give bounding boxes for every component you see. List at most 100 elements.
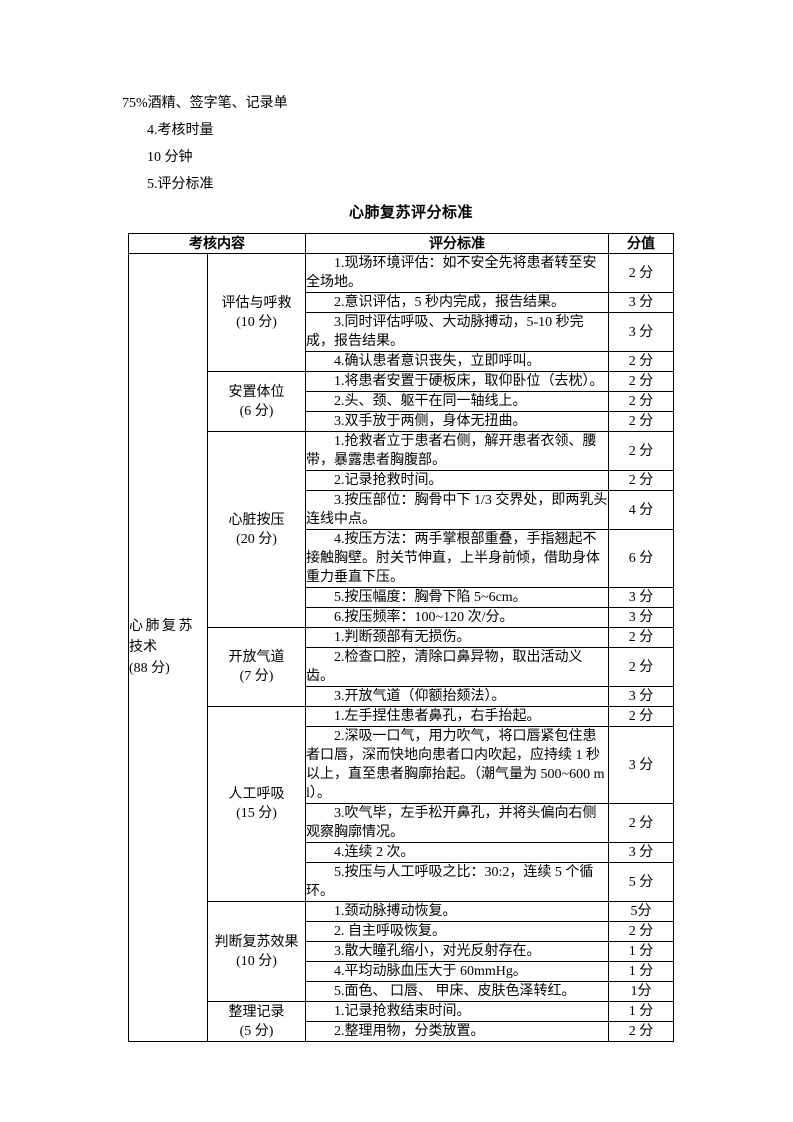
table-row: 2.深吸一口气，用力吹气，将口唇紧包住患者口唇，深而快地向患者口内吹起，应持续 … — [129, 726, 674, 804]
section-name: 整理记录 — [228, 1004, 285, 1020]
item-text-cell: 3.开放气道（仰额抬颏法）。 — [305, 686, 609, 707]
table-row: 4.确认患者意识丧失，立即呼叫。 2 分 — [129, 351, 674, 372]
item-text-cell: 6.按压频率：100~120 次/分。 — [305, 607, 609, 628]
item-score-cell: 6 分 — [608, 529, 674, 588]
item-text-cell: 3.按压部位：胸骨中下 1/3 交界处，即两乳头连线中点。 — [305, 490, 609, 530]
table-row: 4.按压方法：两手掌根部重叠，手指翘起不接触胸壁。肘关节伸直，上半身前倾，借助身… — [129, 529, 674, 588]
table-row: 开放气道 (7 分) 1.判断颈部有无损伤。 2 分 — [129, 627, 674, 707]
item-score-cell: 2 分 — [608, 627, 674, 648]
item-score-cell: 1 分 — [608, 1001, 674, 1022]
main-category-line: (88 分) — [129, 661, 170, 676]
item-score-cell: 3 分 — [608, 842, 674, 863]
section-score-label: (10 分) — [236, 953, 277, 969]
section-cell: 安置体位 (6 分) — [207, 371, 306, 432]
item-score-cell: 4 分 — [608, 490, 674, 530]
item-text-cell: 3.双手放于两侧，身体无扭曲。 — [305, 411, 609, 432]
section-score-label: (6 分) — [239, 403, 274, 419]
item-text-cell: 1.判断颈部有无损伤。 — [305, 627, 609, 648]
section-cell: 人工呼吸 (15 分) — [207, 706, 306, 902]
item-score-cell: 2 分 — [608, 371, 674, 392]
item-score-cell: 5分 — [608, 901, 674, 922]
item-text-cell: 2.整理用物，分类放置。 — [305, 1021, 609, 1042]
item-score-cell: 2 分 — [608, 706, 674, 727]
item-text-cell: 1.记录抢救结束时间。 — [305, 1001, 609, 1022]
section-score-label: (7 分) — [239, 669, 274, 684]
section-cell: 判断复苏效果 (10 分) — [207, 901, 306, 1002]
table-row: 安置体位 (6 分) 1.将患者安置于硬板床，取仰卧位（去枕）。 2 分 — [129, 371, 674, 432]
item-text-cell: 1.左手捏住患者鼻孔，右手抬起。 — [305, 706, 609, 727]
main-category-line: 技术 — [129, 640, 157, 655]
table-row: 6.按压频率：100~120 次/分。 3 分 — [129, 607, 674, 628]
item-score-cell: 3 分 — [608, 587, 674, 608]
table-row: 心肺复苏技术 (88 分) 评估与呼救 (10 分) 1.现场环境评估：如不安全先将患者… — [128, 253, 674, 1042]
intro-line: 75%酒精、签字笔、记录单 — [122, 96, 288, 111]
section-score-label: (10 分) — [236, 314, 277, 330]
item-score-cell: 3 分 — [608, 607, 674, 628]
table-row: 2.记录抢救时间。 2 分 — [129, 470, 674, 491]
item-score-cell: 2 分 — [608, 803, 674, 843]
item-score-cell: 2 分 — [608, 647, 674, 687]
section-score-label: (15 分) — [236, 806, 277, 821]
item-score-cell: 2 分 — [608, 1021, 674, 1042]
section-score-label: (5 分) — [239, 1023, 274, 1039]
item-text-cell: 2. 自主呼吸恢复。 — [305, 921, 609, 942]
table-row: 3.散大瞳孔缩小，对光反射存在。 1 分 — [129, 941, 674, 962]
table-row: 整理记录 (5 分) 1.记录抢救结束时间。 1 分 — [129, 1001, 674, 1042]
item-score-cell: 2 分 — [608, 351, 674, 372]
item-text-cell: 2.检查口腔，清除口鼻异物，取出活动义齿。 — [305, 647, 609, 687]
section-name: 安置体位 — [228, 384, 285, 400]
section-cell: 整理记录 (5 分) — [207, 1001, 306, 1042]
item-text-cell: 4.按压方法：两手掌根部重叠，手指翘起不接触胸壁。肘关节伸直，上半身前倾，借助身… — [305, 529, 609, 588]
item-score-cell: 3 分 — [608, 726, 674, 804]
item-text-cell: 2.意识评估，5 秒内完成，报告结果。 — [305, 292, 609, 313]
table-row: 5.按压与人工呼吸之比：30:2，连续 5 个循环。 5 分 — [129, 862, 674, 902]
item-text-cell: 3.同时评估呼吸、大动脉搏动，5-10 秒完成，报告结果。 — [305, 312, 609, 352]
item-score-cell: 2 分 — [608, 921, 674, 942]
table-row: 人工呼吸 (15 分) 1.左手捏住患者鼻孔，右手抬起。 2 分 — [129, 706, 674, 902]
header-scoring-standard: 评分标准 — [305, 233, 609, 254]
item-text-cell: 2.头、颈、躯干在同一轴线上。 — [305, 391, 609, 412]
table-row: 判断复苏效果 (10 分) 1.颈动脉搏动恢复。 5分 — [129, 901, 674, 1002]
table-row: 2.整理用物，分类放置。 2 分 — [129, 1021, 674, 1042]
item-text-cell: 1.颈动脉搏动恢复。 — [305, 901, 609, 922]
main-category-line: 心肺复苏 — [129, 619, 195, 634]
section-cell: 开放气道 (7 分) — [207, 627, 306, 707]
section-score-label: (20 分) — [236, 531, 277, 547]
intro-line: 4.考核时量 — [147, 123, 214, 138]
item-text-cell: 1.抢救者立于患者右侧，解开患者衣领、腰带，暴露患者胸腹部。 — [305, 431, 609, 471]
intro-block: 75%酒精、签字笔、记录单 4.考核时量 10 分钟 5.评分标准 — [122, 90, 288, 198]
item-text-cell: 2.深吸一口气，用力吹气，将口唇紧包住患者口唇，深而快地向患者口内吹起，应持续 … — [305, 726, 609, 804]
item-score-cell: 2 分 — [608, 470, 674, 491]
main-category-cell: 心肺复苏技术 (88 分) — [128, 253, 208, 1042]
section-cell: 评估与呼救 (10 分) — [207, 253, 306, 372]
item-text-cell: 5.按压幅度：胸骨下陷 5~6cm。 — [305, 587, 609, 608]
item-score-cell: 2 分 — [608, 253, 674, 293]
table-row: 3.吹气毕，左手松开鼻孔，并将头偏向右侧观察胸廓情况。 2 分 — [129, 803, 674, 843]
intro-line: 5.评分标准 — [147, 177, 214, 192]
item-score-cell: 3 分 — [608, 686, 674, 707]
section-name: 判断复苏效果 — [214, 934, 299, 950]
item-text-cell: 5.按压与人工呼吸之比：30:2，连续 5 个循环。 — [305, 862, 609, 902]
table-row: 心脏按压 (20 分) 1.抢救者立于患者右侧，解开患者衣领、腰带，暴露患者胸腹部。… — [129, 431, 674, 628]
item-score-cell: 1 分 — [608, 961, 674, 982]
intro-line: 10 分钟 — [147, 150, 193, 165]
item-score-cell: 5 分 — [608, 862, 674, 902]
item-text-cell: 4.平均动脉血压大于 60mmHg。 — [305, 961, 609, 982]
item-text-cell: 2.记录抢救时间。 — [305, 470, 609, 491]
item-text-cell: 3.吹气毕，左手松开鼻孔，并将头偏向右侧观察胸廓情况。 — [305, 803, 609, 843]
item-text-cell: 3.散大瞳孔缩小，对光反射存在。 — [305, 941, 609, 962]
item-text-cell: 5.面色、 口唇、 甲床、皮肤色泽转红。 — [305, 981, 609, 1002]
item-score-cell: 1 分 — [608, 941, 674, 962]
header-row: 考核内容 评分标准 分值 — [128, 233, 674, 254]
item-score-cell: 3 分 — [608, 292, 674, 313]
item-text-cell: 1.现场环境评估：如不安全先将患者转至安全场地。 — [305, 253, 609, 293]
table-title: 心肺复苏评分标准 — [348, 204, 473, 221]
item-text-cell: 4.确认患者意识丧失，立即呼叫。 — [305, 351, 609, 372]
table-row: 3.双手放于两侧，身体无扭曲。 2 分 — [129, 411, 674, 432]
header-score-value: 分值 — [608, 233, 674, 254]
item-score-cell: 1分 — [608, 981, 674, 1002]
section-name: 人工呼吸 — [228, 787, 285, 802]
score-table: 考核内容 评分标准 分值 心肺复苏技术 (88 分) 评估与呼救 (10 分) 1.现场… — [128, 233, 674, 1042]
item-score-cell: 3 分 — [608, 312, 674, 352]
item-text-cell: 4.连续 2 次。 — [305, 842, 609, 863]
